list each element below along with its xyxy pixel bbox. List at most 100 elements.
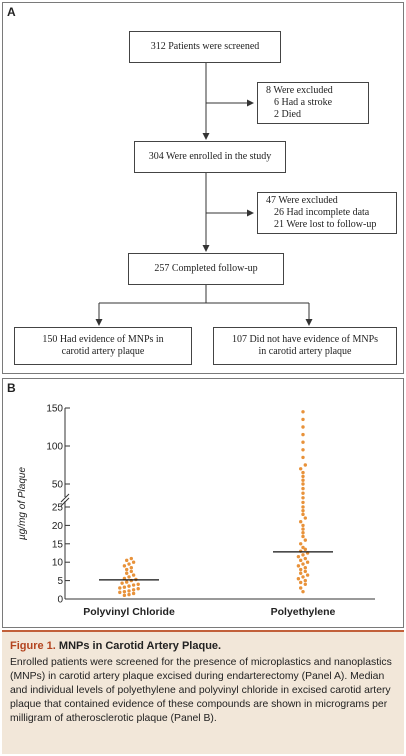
data-point (127, 575, 131, 579)
box-enrolled: 304 Were enrolled in the study (134, 141, 286, 173)
data-point (129, 569, 133, 574)
data-point (125, 571, 129, 575)
data-point (299, 571, 303, 575)
data-point (129, 556, 133, 561)
figure-caption: Figure 1. MNPs in Carotid Artery Plaque.… (2, 630, 404, 754)
excluded-1-item: 6 Had a stroke (274, 97, 333, 108)
data-point (301, 491, 305, 495)
data-point (127, 584, 131, 588)
data-point (301, 523, 305, 528)
data-point (301, 440, 305, 444)
data-point (301, 527, 305, 531)
y-tick-label: 100 (46, 442, 63, 453)
data-point (301, 474, 305, 479)
data-point (131, 591, 136, 596)
screened-text: 312 Patients were screened (150, 41, 260, 52)
y-tick-label: 50 (52, 480, 64, 491)
data-point (303, 556, 307, 561)
box-excluded-2: 47 Were excluded 26 Had incomplete data … (257, 192, 397, 234)
data-point (299, 567, 303, 572)
y-tick-label: 5 (57, 576, 63, 587)
data-point (127, 592, 131, 597)
data-point (301, 417, 305, 422)
x-category-label: Polyethylene (271, 606, 336, 618)
data-point (301, 508, 305, 513)
y-tick-label: 10 (52, 558, 64, 569)
data-point (122, 585, 127, 589)
y-tick-label: 0 (57, 595, 63, 606)
data-point (301, 505, 305, 509)
excluded-2-item: 21 Were lost to follow-up (274, 219, 377, 230)
data-point (131, 560, 136, 564)
box-completed: 257 Completed follow-up (128, 253, 284, 285)
data-point (125, 558, 129, 563)
data-point (303, 547, 307, 552)
data-point (301, 470, 305, 475)
data-point (301, 553, 305, 557)
caption-title: MNPs in Carotid Artery Plaque. (58, 640, 222, 652)
panel-a: A 312 Patients were screened 8 Were excl… (2, 2, 404, 374)
data-point (303, 582, 307, 586)
data-point (299, 542, 303, 546)
data-point (301, 482, 305, 486)
data-point (127, 589, 131, 593)
data-point (301, 534, 305, 539)
data-point (301, 545, 305, 550)
data-point (122, 593, 127, 598)
y-tick-label: 15 (52, 539, 64, 550)
data-point (301, 562, 305, 566)
data-point (301, 512, 305, 517)
panel-b: B 0 5 10 15 20 25 50 100 150 µg/mg of Plaque Polyv… (2, 378, 404, 628)
data-point (131, 573, 136, 577)
data-point (299, 558, 303, 563)
figure-label: Figure 1. (10, 640, 56, 652)
caption-body: Enrolled patients were screened for the … (10, 657, 392, 724)
data-point (127, 562, 131, 566)
caption-title-line: Figure 1. MNPs in Carotid Artery Plaque. (10, 640, 398, 652)
data-point (296, 564, 301, 568)
excluded-1-title: 8 Were excluded (266, 85, 333, 96)
data-point (305, 573, 310, 577)
data-point (118, 586, 122, 590)
data-point (301, 486, 305, 491)
y-axis-label: µg/mg of Plaque (17, 467, 28, 540)
with-mnps-line: carotid artery plaque (61, 346, 145, 357)
axis-break-mark (60, 497, 70, 507)
y-tick-label: 25 (52, 503, 64, 514)
data-point (301, 575, 305, 579)
data-point (301, 410, 305, 414)
excluded-2-title: 47 Were excluded (266, 195, 338, 206)
data-point (129, 566, 133, 570)
data-point (305, 560, 310, 564)
box-without-mnps: 107 Did not have evidence of MNPs in car… (213, 327, 397, 365)
y-tick-label: 150 (46, 404, 63, 415)
data-point (301, 432, 305, 437)
enrolled-text: 304 Were enrolled in the study (148, 151, 272, 162)
box-with-mnps: 150 Had evidence of MNPs in carotid arte… (14, 327, 192, 365)
panel-b-label: B (7, 381, 16, 395)
data-point (301, 496, 305, 500)
data-point (303, 516, 307, 520)
box-screened: 312 Patients were screened (129, 31, 281, 63)
data-point (299, 586, 303, 590)
data-point (122, 564, 127, 568)
completed-text: 257 Completed follow-up (154, 263, 258, 274)
flow-connectors (95, 63, 313, 326)
axis-break-mark (60, 493, 70, 503)
data-point (301, 589, 305, 594)
data-point (296, 554, 301, 559)
excluded-1-item: 2 Died (274, 109, 301, 120)
box-excluded-1: 8 Were excluded 6 Had a stroke 2 Died (257, 82, 369, 124)
data-point (301, 448, 305, 452)
data-point (303, 463, 307, 467)
data-point (120, 581, 124, 585)
data-point (296, 577, 301, 581)
data-point (303, 566, 307, 570)
panel-a-label: A (7, 5, 16, 19)
excluded-2-item: 26 Had incomplete data (274, 207, 370, 218)
data-point (122, 589, 127, 594)
data-point (299, 580, 303, 585)
data-point (125, 580, 129, 584)
data-point (303, 538, 307, 542)
